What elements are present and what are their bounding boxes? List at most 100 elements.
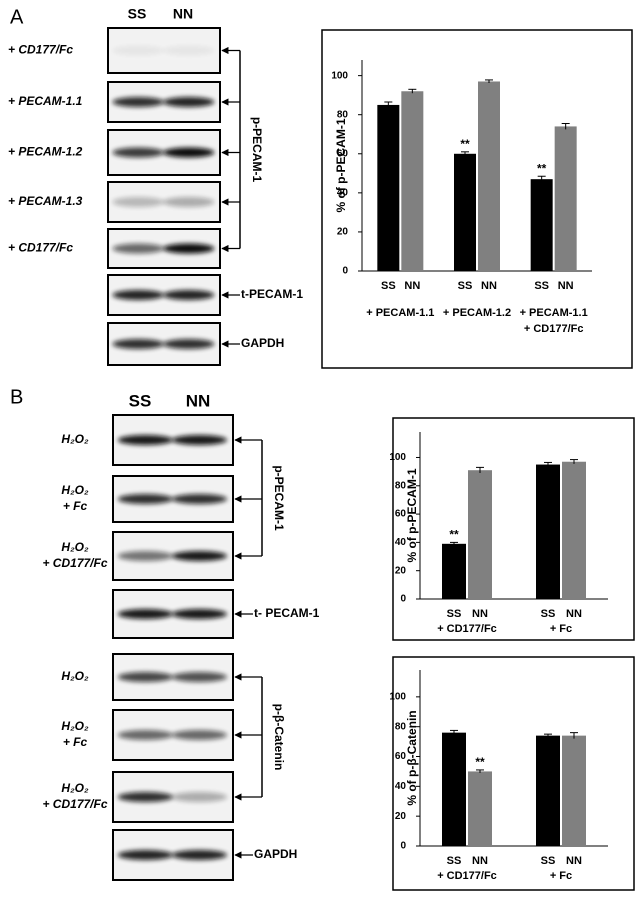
series-label: SS: [541, 608, 556, 620]
blot-band: [171, 609, 227, 619]
category-label: + CD177/Fc: [437, 870, 497, 882]
bracket-label: p-PECAM-1: [272, 465, 286, 531]
panel-label: A: [10, 6, 24, 28]
blot-band: [112, 243, 164, 254]
blot-band: [171, 672, 227, 682]
y-tick-label: 80: [337, 109, 349, 120]
bracket-label: p-PECAM-1: [250, 117, 264, 183]
bar: [377, 104, 400, 272]
y-tick-label: 100: [331, 70, 348, 81]
blot-band: [162, 290, 215, 300]
significance: **: [449, 528, 459, 542]
y-tick-label: 100: [389, 691, 406, 702]
blot-band: [117, 494, 173, 504]
category-label: + PECAM-1.2: [442, 307, 512, 319]
series-label: NN: [472, 855, 488, 867]
blot-label: H₂O₂: [61, 781, 89, 795]
blot-band: [112, 197, 164, 207]
bracket-label: p-β-Catenin: [272, 704, 286, 771]
significance: **: [537, 161, 547, 175]
chart-frame: [321, 29, 633, 369]
series-label: SS: [541, 855, 556, 867]
blot-band: [117, 792, 173, 802]
category-label: + CD177/Fc: [437, 623, 497, 635]
y-axis-label: % of p-PECAM-1: [334, 118, 348, 212]
bar: [536, 735, 560, 846]
bar: [478, 81, 500, 271]
series-label: NN: [404, 280, 420, 292]
y-tick-label: 40: [395, 781, 407, 792]
y-tick-label: 20: [337, 227, 349, 238]
blot-band: [171, 850, 227, 860]
bar: [401, 91, 424, 271]
series-label: SS: [458, 280, 473, 292]
y-tick-label: 100: [389, 452, 406, 463]
lane-label: NN: [186, 391, 211, 410]
category-label: + Fc: [549, 623, 573, 635]
panel-label: B: [10, 386, 23, 408]
lane-label: NN: [173, 6, 193, 22]
category-label: + PECAM-1.1: [366, 307, 435, 319]
chart-frame: [392, 417, 635, 641]
lane-label: SS: [128, 6, 147, 22]
bar: [442, 732, 466, 846]
blot-label: + CD177/Fc: [8, 43, 73, 57]
series-label: NN: [566, 855, 582, 867]
bar: [562, 735, 586, 846]
blot-label: + PECAM-1.1: [8, 94, 83, 108]
blot-band: [162, 45, 215, 56]
blot-label: H₂O₂: [61, 432, 89, 446]
blot-band: [112, 290, 164, 300]
blot-band: [117, 672, 173, 682]
bar: [530, 179, 553, 271]
blot-label: H₂O₂: [61, 483, 89, 497]
blot-label: + CD177/Fc: [42, 556, 107, 570]
blot-band: [112, 339, 164, 349]
y-axis-label: % of p-β-Catenin: [405, 710, 419, 805]
blot-label: H₂O₂: [61, 719, 89, 733]
y-tick-label: 60: [395, 509, 407, 520]
category-label: + Fc: [549, 870, 573, 882]
series-label: SS: [447, 855, 462, 867]
y-tick-label: 20: [395, 565, 407, 576]
blot-band: [171, 435, 227, 445]
series-label: NN: [481, 280, 497, 292]
y-tick-label: 0: [400, 841, 406, 852]
blot-band: [171, 494, 227, 504]
y-tick-label: 60: [337, 148, 349, 159]
marker-label: t- PECAM-1: [254, 606, 320, 620]
series-label: NN: [566, 608, 582, 620]
marker-label: t-PECAM-1: [241, 287, 303, 301]
y-tick-label: 0: [400, 594, 406, 605]
chart-frame: [392, 656, 635, 891]
blot-label: H₂O₂: [61, 669, 89, 683]
blot-band: [117, 609, 173, 619]
series-label: NN: [558, 280, 574, 292]
significance: **: [460, 137, 470, 151]
series-label: NN: [472, 608, 488, 620]
blot-band: [162, 147, 215, 158]
blot-label: + CD177/Fc: [42, 797, 107, 811]
series-label: SS: [534, 280, 549, 292]
blot-band: [162, 339, 215, 349]
bar: [442, 543, 466, 599]
category-label: + PECAM-1.1 + CD177/Fc: [519, 307, 588, 335]
bar: [554, 126, 577, 271]
blot-band: [162, 97, 215, 107]
y-tick-label: 0: [342, 266, 348, 277]
y-axis-label: % of p-PECAM-1: [405, 468, 419, 562]
y-tick-label: 40: [395, 537, 407, 548]
blot-band: [162, 197, 215, 207]
significance: **: [475, 755, 485, 769]
blot-label: + CD177/Fc: [8, 241, 73, 255]
blot-label: + Fc: [63, 735, 88, 749]
y-tick-label: 80: [395, 721, 407, 732]
bar: [536, 464, 560, 599]
y-tick-label: 60: [395, 751, 407, 762]
bar: [468, 470, 492, 599]
y-tick-label: 40: [337, 187, 349, 198]
blot-band: [117, 850, 173, 860]
series-label: SS: [447, 608, 462, 620]
